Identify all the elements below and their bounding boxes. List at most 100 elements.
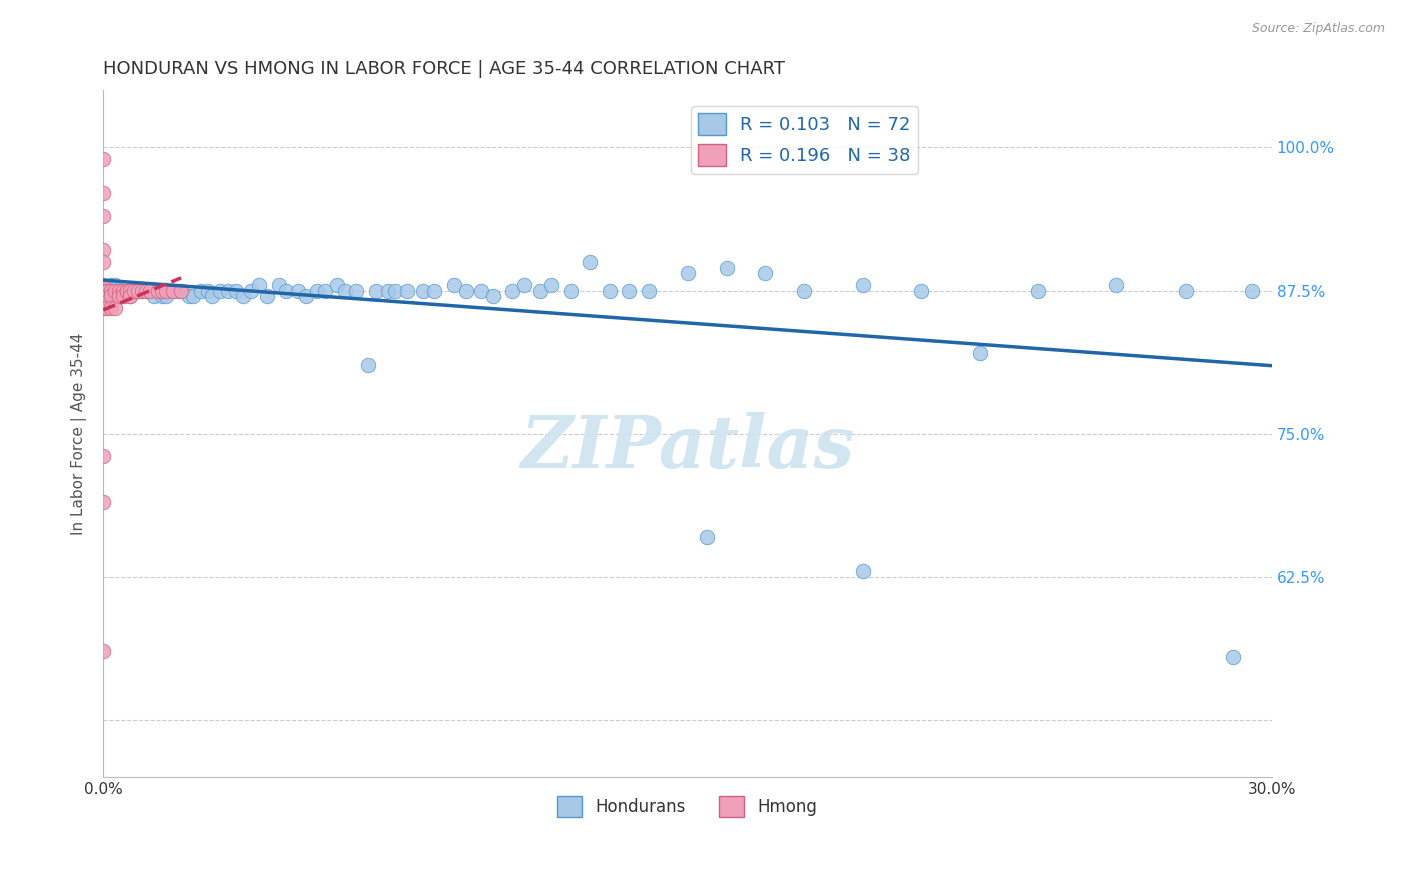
Point xyxy=(107,289,129,303)
Point xyxy=(443,277,465,292)
Point xyxy=(139,284,162,298)
Point xyxy=(115,284,138,298)
Point xyxy=(333,284,356,298)
Point xyxy=(127,284,149,298)
Point xyxy=(240,284,263,298)
Point xyxy=(560,284,582,298)
Point xyxy=(124,284,146,298)
Point xyxy=(142,289,165,303)
Point xyxy=(384,284,406,298)
Point xyxy=(910,284,932,298)
Point xyxy=(217,284,239,298)
Point xyxy=(146,284,169,298)
Point xyxy=(146,284,169,298)
Point xyxy=(91,301,114,315)
Point xyxy=(104,284,127,298)
Point xyxy=(96,289,118,303)
Text: ZIPatlas: ZIPatlas xyxy=(520,412,855,483)
Point xyxy=(100,289,122,303)
Point xyxy=(276,284,298,298)
Point xyxy=(100,284,122,298)
Point xyxy=(91,255,114,269)
Point xyxy=(637,284,659,298)
Point xyxy=(696,530,718,544)
Point xyxy=(540,277,562,292)
Point xyxy=(1026,284,1049,298)
Point xyxy=(135,284,157,298)
Point xyxy=(91,209,114,223)
Point xyxy=(100,277,122,292)
Point xyxy=(1241,284,1264,298)
Point xyxy=(111,289,134,303)
Point xyxy=(225,284,247,298)
Point xyxy=(423,284,446,298)
Point xyxy=(155,289,177,303)
Point xyxy=(96,284,118,298)
Point xyxy=(793,284,815,298)
Point xyxy=(529,284,551,298)
Point xyxy=(104,301,127,315)
Point xyxy=(111,284,134,298)
Point xyxy=(150,284,173,298)
Point xyxy=(120,284,142,298)
Point xyxy=(209,284,232,298)
Point xyxy=(120,289,142,303)
Point xyxy=(314,284,336,298)
Point xyxy=(287,284,309,298)
Point xyxy=(232,289,254,303)
Point xyxy=(754,266,776,280)
Point xyxy=(617,284,640,298)
Point xyxy=(1222,649,1244,664)
Point xyxy=(135,284,157,298)
Point xyxy=(247,277,270,292)
Point xyxy=(364,284,387,298)
Point xyxy=(131,284,153,298)
Point xyxy=(91,289,114,303)
Point xyxy=(124,284,146,298)
Point xyxy=(127,284,149,298)
Point xyxy=(111,284,134,298)
Y-axis label: In Labor Force | Age 35-44: In Labor Force | Age 35-44 xyxy=(72,333,87,534)
Point xyxy=(104,284,127,298)
Point xyxy=(412,284,434,298)
Point xyxy=(91,186,114,201)
Point xyxy=(501,284,523,298)
Point xyxy=(91,277,114,292)
Text: Source: ZipAtlas.com: Source: ZipAtlas.com xyxy=(1251,22,1385,36)
Point xyxy=(115,284,138,298)
Point xyxy=(1105,277,1128,292)
Point xyxy=(190,284,212,298)
Point xyxy=(96,301,118,315)
Legend: Hondurans, Hmong: Hondurans, Hmong xyxy=(551,789,824,823)
Point xyxy=(177,289,200,303)
Point xyxy=(346,284,368,298)
Point xyxy=(201,289,224,303)
Point xyxy=(162,284,184,298)
Point xyxy=(100,301,122,315)
Point xyxy=(107,284,129,298)
Point xyxy=(579,255,602,269)
Point xyxy=(396,284,419,298)
Point xyxy=(969,346,991,360)
Point xyxy=(107,284,129,298)
Point xyxy=(131,284,153,298)
Point xyxy=(377,284,399,298)
Point xyxy=(91,450,114,464)
Point xyxy=(115,284,138,298)
Point xyxy=(267,277,290,292)
Point xyxy=(481,289,503,303)
Point xyxy=(294,289,316,303)
Point xyxy=(166,284,188,298)
Point xyxy=(599,284,621,298)
Point xyxy=(326,277,349,292)
Point xyxy=(513,277,536,292)
Point xyxy=(357,358,380,372)
Point xyxy=(91,495,114,509)
Point xyxy=(307,284,329,298)
Point xyxy=(676,266,699,280)
Point xyxy=(170,284,193,298)
Point xyxy=(91,284,114,298)
Point xyxy=(91,644,114,658)
Point xyxy=(454,284,477,298)
Point xyxy=(91,295,114,310)
